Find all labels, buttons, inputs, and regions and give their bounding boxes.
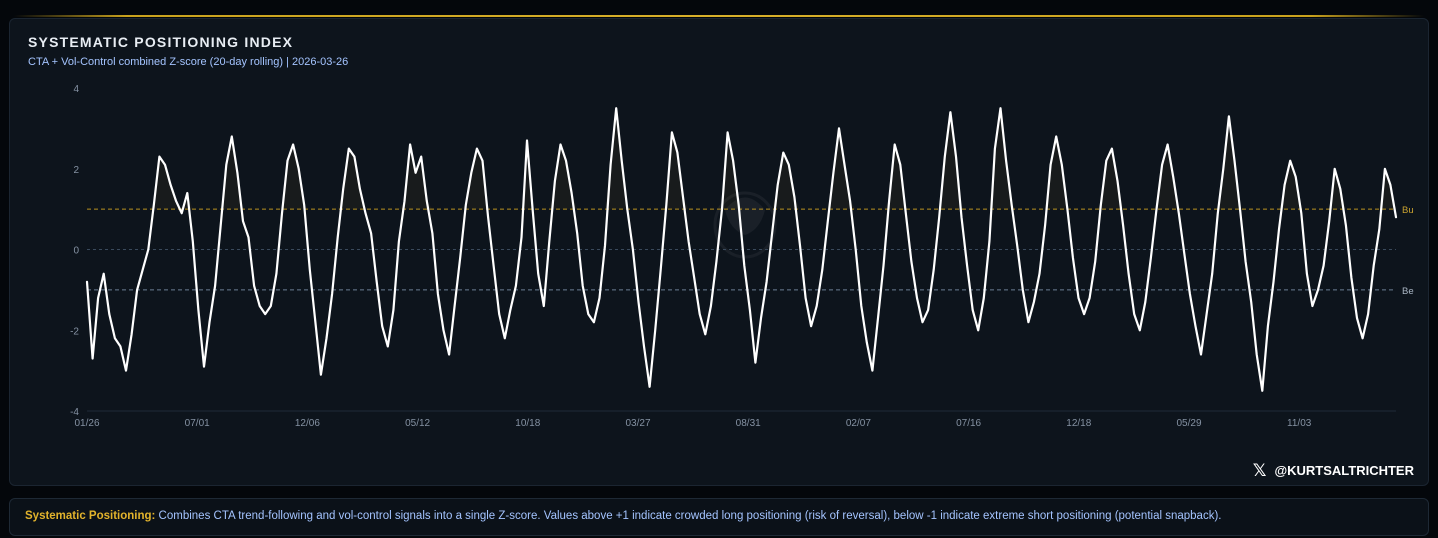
x-tick-label: 05/29 xyxy=(1176,418,1201,429)
bull-threshold-label: Bu xyxy=(1402,205,1414,216)
x-tick-label: 12/06 xyxy=(295,418,320,429)
chart-panel xyxy=(9,18,1429,486)
x-tick-label: 02/07 xyxy=(846,418,871,429)
series-line-systematic-positioning xyxy=(85,107,1398,392)
y-tick-label: -4 xyxy=(70,407,79,418)
x-tick-label: 12/18 xyxy=(1066,418,1091,429)
x-tick-label: 05/12 xyxy=(405,418,430,429)
x-tick-label: 07/16 xyxy=(956,418,981,429)
x-tick-label: 01/26 xyxy=(74,418,99,429)
x-tick-label: 08/31 xyxy=(736,418,761,429)
x-tick-label: 10/18 xyxy=(515,418,540,429)
y-tick-label: 0 xyxy=(73,246,79,257)
chart-title: SYSTEMATIC POSITIONING INDEX xyxy=(28,34,294,50)
y-axis-ticks: 4 2 0 -2 -4 xyxy=(70,84,1396,418)
top-accent-line xyxy=(14,15,1424,17)
x-axis-ticks: 01/26 07/01 12/06 05/12 10/18 03/27 08/31 02/07… xyxy=(74,418,1311,429)
y-tick-label: -2 xyxy=(70,326,79,337)
x-tick-label: 07/01 xyxy=(185,418,210,429)
footer-description: Systematic Positioning: Combines CTA tre… xyxy=(9,498,1429,536)
x-tick-label: 11/03 xyxy=(1287,418,1312,429)
watermark xyxy=(713,191,777,259)
y-tick-label: 2 xyxy=(73,165,79,176)
bull-zone-fill xyxy=(87,108,1396,210)
author-handle[interactable]: 𝕏 @KURTSALTRICHTER xyxy=(1253,462,1414,479)
chart-subtitle: CTA + Vol-Control combined Z-score (20-d… xyxy=(28,56,349,68)
bear-threshold-label: Be xyxy=(1402,286,1414,297)
footer-label: Systematic Positioning: xyxy=(25,510,156,522)
footer-text: Combines CTA trend-following and vol-con… xyxy=(155,510,1222,522)
y-tick-label: 4 xyxy=(73,84,79,95)
chart-plot: 4 2 0 -2 -4 01/26 07/01 12/06 05/12 10/18 03/27 08… xyxy=(70,84,1414,429)
x-logo-icon: 𝕏 xyxy=(1252,461,1267,480)
handle-text: @KURTSALTRICHTER xyxy=(1274,463,1414,478)
x-tick-label: 03/27 xyxy=(625,418,650,429)
